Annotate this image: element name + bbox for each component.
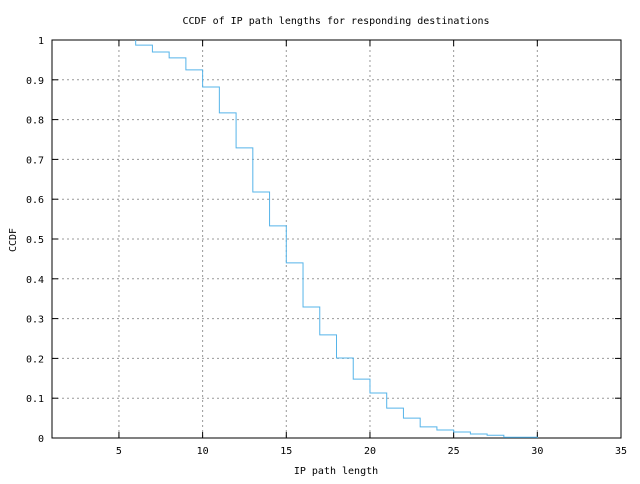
y-tick-label: 0.9 <box>26 76 44 87</box>
ccdf-series-line <box>135 40 538 438</box>
y-tick-label: 0.1 <box>26 394 44 405</box>
axis-ticks: 5 10 15 20 25 30 35 0 0.1 0.2 0.3 0.4 0.5 0.6 0.7 0.8 0.… <box>26 36 627 457</box>
x-tick-label: 25 <box>448 446 460 457</box>
chart-title: CCDF of IP path lengths for responding d… <box>182 16 489 27</box>
y-tick-label: 0.6 <box>26 195 44 206</box>
grid <box>52 40 621 438</box>
x-tick-label: 5 <box>116 446 122 457</box>
y-tick-label: 0.8 <box>26 116 44 127</box>
x-tick-label: 10 <box>197 446 209 457</box>
y-axis-label: CCDF <box>8 228 19 252</box>
x-tick-label: 15 <box>280 446 292 457</box>
y-tick-label: 0.3 <box>26 315 44 326</box>
y-tick-label: 0.5 <box>26 235 44 246</box>
y-tick-label: 0.2 <box>26 354 44 365</box>
x-tick-label: 35 <box>615 446 627 457</box>
y-tick-label: 0.7 <box>26 155 44 166</box>
y-tick-label: 0 <box>38 434 44 445</box>
y-tick-label: 0.4 <box>26 275 44 286</box>
x-axis-label: IP path length <box>294 466 378 477</box>
y-tick-label: 1 <box>38 36 44 47</box>
x-tick-label: 20 <box>364 446 376 457</box>
x-tick-label: 30 <box>531 446 543 457</box>
